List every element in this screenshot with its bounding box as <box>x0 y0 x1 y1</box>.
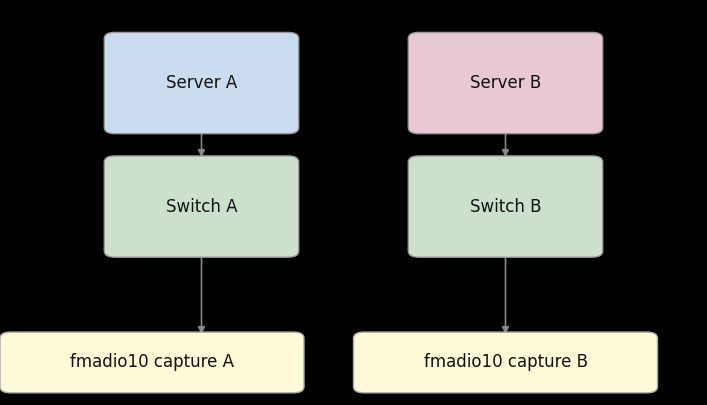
Text: Server A: Server A <box>166 74 237 92</box>
Text: Switch B: Switch B <box>469 198 542 215</box>
Text: fmadio10 capture B: fmadio10 capture B <box>423 354 588 371</box>
FancyBboxPatch shape <box>104 156 298 257</box>
FancyBboxPatch shape <box>104 32 298 134</box>
FancyBboxPatch shape <box>0 332 304 393</box>
FancyBboxPatch shape <box>409 156 602 257</box>
Text: Server B: Server B <box>470 74 541 92</box>
Text: Switch A: Switch A <box>165 198 238 215</box>
Text: fmadio10 capture A: fmadio10 capture A <box>70 354 234 371</box>
FancyBboxPatch shape <box>354 332 658 393</box>
FancyBboxPatch shape <box>409 32 602 134</box>
